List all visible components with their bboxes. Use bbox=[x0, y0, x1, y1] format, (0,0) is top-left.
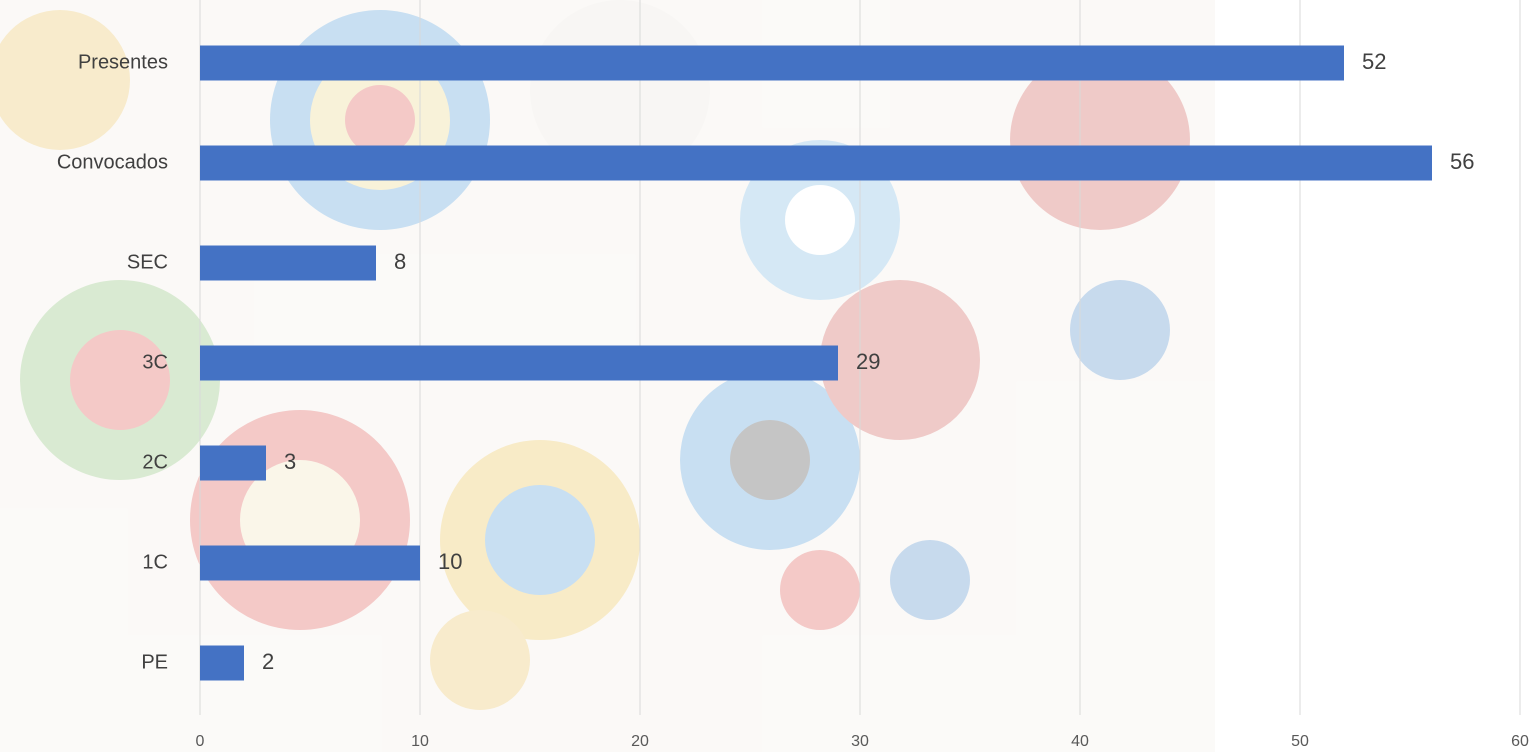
bar bbox=[200, 45, 1344, 81]
value-label: 29 bbox=[856, 349, 880, 374]
bar bbox=[200, 245, 376, 281]
x-tick-label: 0 bbox=[196, 733, 205, 750]
x-tick-label: 10 bbox=[411, 733, 429, 750]
category-label: SEC bbox=[127, 251, 168, 273]
x-tick-label: 60 bbox=[1511, 733, 1529, 750]
x-tick-label: 50 bbox=[1291, 733, 1309, 750]
plot-area: 0 10 20 30 40 50 60 Presentes 52 Convocados 56 SEC 8… bbox=[57, 45, 1529, 750]
bar bbox=[200, 145, 1432, 181]
x-tick-label: 20 bbox=[631, 733, 649, 750]
value-label: 10 bbox=[438, 549, 462, 574]
bar bbox=[200, 545, 420, 581]
value-label: 8 bbox=[394, 249, 406, 274]
category-label: 2C bbox=[142, 451, 168, 473]
category-label: Presentes bbox=[78, 51, 168, 73]
value-label: 3 bbox=[284, 449, 296, 474]
bar bbox=[200, 645, 244, 681]
category-label: PE bbox=[141, 651, 168, 673]
x-tick-label: 30 bbox=[851, 733, 869, 750]
category-label: Convocados bbox=[57, 151, 168, 173]
bar bbox=[200, 445, 266, 481]
bar bbox=[200, 345, 838, 381]
value-label: 52 bbox=[1362, 49, 1386, 74]
value-label: 56 bbox=[1450, 149, 1474, 174]
category-label: 3C bbox=[142, 351, 168, 373]
x-tick-label: 40 bbox=[1071, 733, 1089, 750]
value-label: 2 bbox=[262, 649, 274, 674]
category-label: 1C bbox=[142, 551, 168, 573]
